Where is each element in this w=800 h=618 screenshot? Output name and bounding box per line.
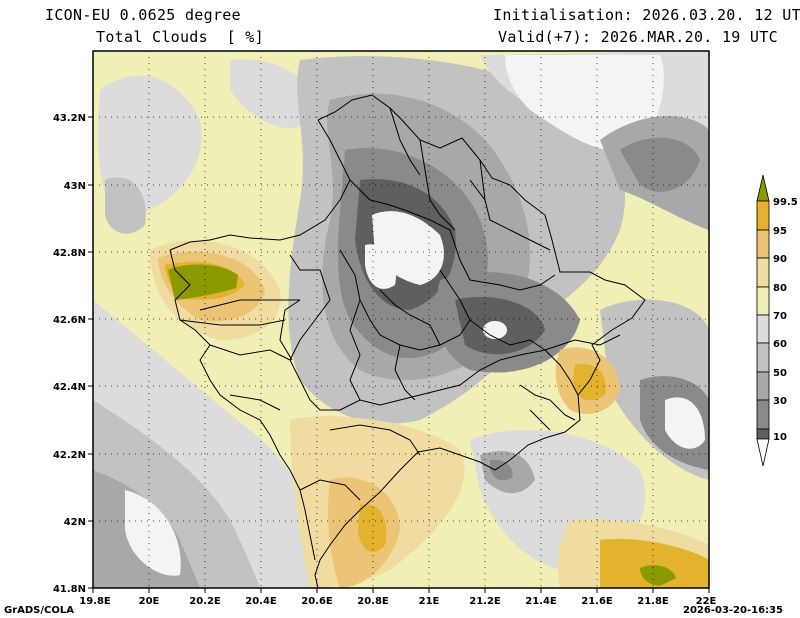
- legend-label: 50: [773, 368, 787, 379]
- lon-label: 20.2E: [189, 596, 221, 607]
- valid-time: Valid(+7): 2026.MAR.20. 19 UTC: [498, 28, 778, 46]
- lat-label: 42.2N: [53, 450, 86, 461]
- legend-swatch: [756, 399, 770, 430]
- legend-label: 70: [773, 311, 787, 322]
- lon-label: 21.8E: [637, 596, 669, 607]
- lon-label: 20.4E: [245, 596, 277, 607]
- lon-label: 20.6E: [301, 596, 333, 607]
- lat-label: 42.4N: [53, 382, 86, 393]
- lat-label: 43N: [64, 181, 86, 192]
- legend-swatch: [756, 314, 770, 344]
- footer-software: GrADS/COLA: [4, 605, 74, 616]
- legend-swatch: [756, 286, 770, 316]
- lon-label: 21.6E: [581, 596, 613, 607]
- lon-label: 22E: [696, 596, 717, 607]
- legend-swatch: [756, 371, 770, 401]
- legend-label: 80: [773, 283, 787, 294]
- lat-label: 42.6N: [53, 315, 86, 326]
- boundaries: [169, 94, 646, 588]
- legend-swatch: [756, 200, 770, 231]
- lon-label: 19.8E: [79, 596, 111, 607]
- legend-label: 10: [773, 432, 787, 443]
- grid: [93, 51, 709, 588]
- lon-label: 21.2E: [469, 596, 501, 607]
- legend-swatch: [756, 257, 770, 288]
- field-title: Total Clouds [ %]: [96, 28, 264, 46]
- lon-label: 21E: [419, 596, 440, 607]
- lon-label: 21.4E: [525, 596, 557, 607]
- lat-label: 41.8N: [53, 584, 86, 595]
- lon-label: 20.8E: [357, 596, 389, 607]
- legend-label: 90: [773, 254, 787, 265]
- footer-timestamp: 2026-03-20-16:35: [683, 605, 783, 616]
- legend-label: 30: [773, 396, 787, 407]
- legend-swatch: [756, 342, 770, 373]
- lat-label: 43.2N: [53, 113, 86, 124]
- legend-swatch-bottom: [756, 438, 770, 467]
- cloud-field: [93, 51, 709, 588]
- legend-label: 95: [773, 226, 787, 237]
- legend-label: 99.5: [773, 197, 798, 208]
- legend-swatch-top: [756, 174, 770, 202]
- init-time: Initialisation: 2026.03.20. 12 UTC: [493, 6, 800, 24]
- lat-label: 42.8N: [53, 248, 86, 259]
- model-title: ICON-EU 0.0625 degree: [45, 6, 241, 24]
- legend-swatch: [756, 229, 770, 259]
- lat-label: 42N: [64, 517, 86, 528]
- legend-colorbar: [756, 174, 770, 467]
- legend-label: 60: [773, 339, 787, 350]
- lon-label: 20E: [139, 596, 160, 607]
- legend-swatch: [756, 428, 770, 440]
